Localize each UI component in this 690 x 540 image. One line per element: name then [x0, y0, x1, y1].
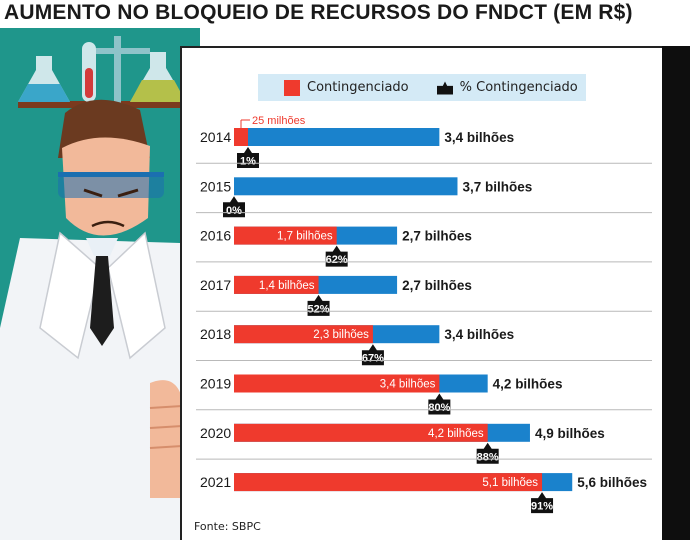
year-label: 2020: [200, 425, 231, 441]
total-value-label: 3,4 bilhões: [444, 130, 514, 145]
contingenciado-value-label: 1,7 bilhões: [277, 231, 333, 243]
scientist-illustration: [0, 28, 200, 540]
percent-marker: [428, 393, 451, 415]
percent-label: 67%: [362, 353, 384, 365]
bar-total: [234, 177, 458, 196]
legend-item-percent: % Contingenciado: [436, 80, 578, 96]
percent-label: 62%: [326, 254, 348, 266]
bar-contingenciado: [234, 473, 543, 492]
legend-swatch-red: [284, 79, 300, 96]
year-label: 2016: [200, 228, 231, 244]
legend-marker-icon: [436, 80, 453, 95]
percent-label: 0%: [226, 205, 242, 217]
percent-label: 1%: [240, 156, 256, 168]
source-note: Fonte: SBPC: [194, 520, 261, 533]
chart-title: AUMENTO NO BLOQUEIO DE RECURSOS DO FNDCT…: [4, 1, 633, 24]
year-label: 2014: [200, 129, 231, 145]
year-label: 2015: [200, 178, 231, 194]
total-value-label: 2,7 bilhões: [402, 229, 472, 244]
total-value-label: 5,6 bilhões: [577, 475, 647, 490]
year-label: 2019: [200, 376, 231, 392]
contingenciado-value-label: 25 milhões: [252, 115, 306, 127]
percent-marker: [476, 442, 499, 464]
total-value-label: 4,2 bilhões: [493, 377, 563, 392]
bar-contingenciado: [234, 226, 337, 245]
bar-contingenciado: [234, 374, 440, 393]
percent-label: 88%: [477, 451, 499, 463]
contingenciado-value-label: 3,4 bilhões: [380, 379, 436, 391]
bar-contingenciado: [234, 325, 373, 344]
percent-marker: [237, 147, 259, 168]
total-value-label: 4,9 bilhões: [535, 426, 605, 441]
total-value-label: 3,7 bilhões: [462, 179, 532, 194]
legend-label-percent: % Contingenciado: [459, 80, 578, 95]
chart-legend: Contingenciado % Contingenciado: [258, 74, 586, 101]
legend-label-contingenciado: Contingenciado: [307, 80, 409, 95]
bar-total: [234, 128, 440, 146]
contingenciado-value-label: 4,2 bilhões: [428, 428, 484, 440]
year-label: 2021: [200, 474, 231, 490]
percent-label: 52%: [308, 303, 330, 315]
percent-label: 91%: [531, 501, 553, 513]
bar-contingenciado: [234, 275, 319, 294]
contingenciado-value-label: 1,4 bilhões: [259, 280, 315, 292]
percent-marker: [307, 294, 330, 316]
percent-label: 80%: [428, 402, 450, 414]
percent-marker: [361, 344, 384, 366]
total-value-label: 3,4 bilhões: [444, 327, 514, 342]
bar-contingenciado: [234, 128, 248, 146]
contingenciado-value-label: 5,1 bilhões: [482, 477, 538, 489]
percent-marker: [325, 245, 348, 267]
legend-item-contingenciado: Contingenciado: [284, 79, 409, 96]
total-value-label: 2,7 bilhões: [402, 278, 472, 293]
bar-contingenciado: [234, 423, 488, 442]
year-label: 2017: [200, 277, 231, 293]
year-label: 2018: [200, 326, 231, 342]
percent-marker: [223, 196, 245, 218]
dark-side-strip: [662, 46, 690, 540]
contingenciado-value-label: 2,3 bilhões: [313, 329, 369, 341]
percent-marker: [531, 492, 554, 514]
